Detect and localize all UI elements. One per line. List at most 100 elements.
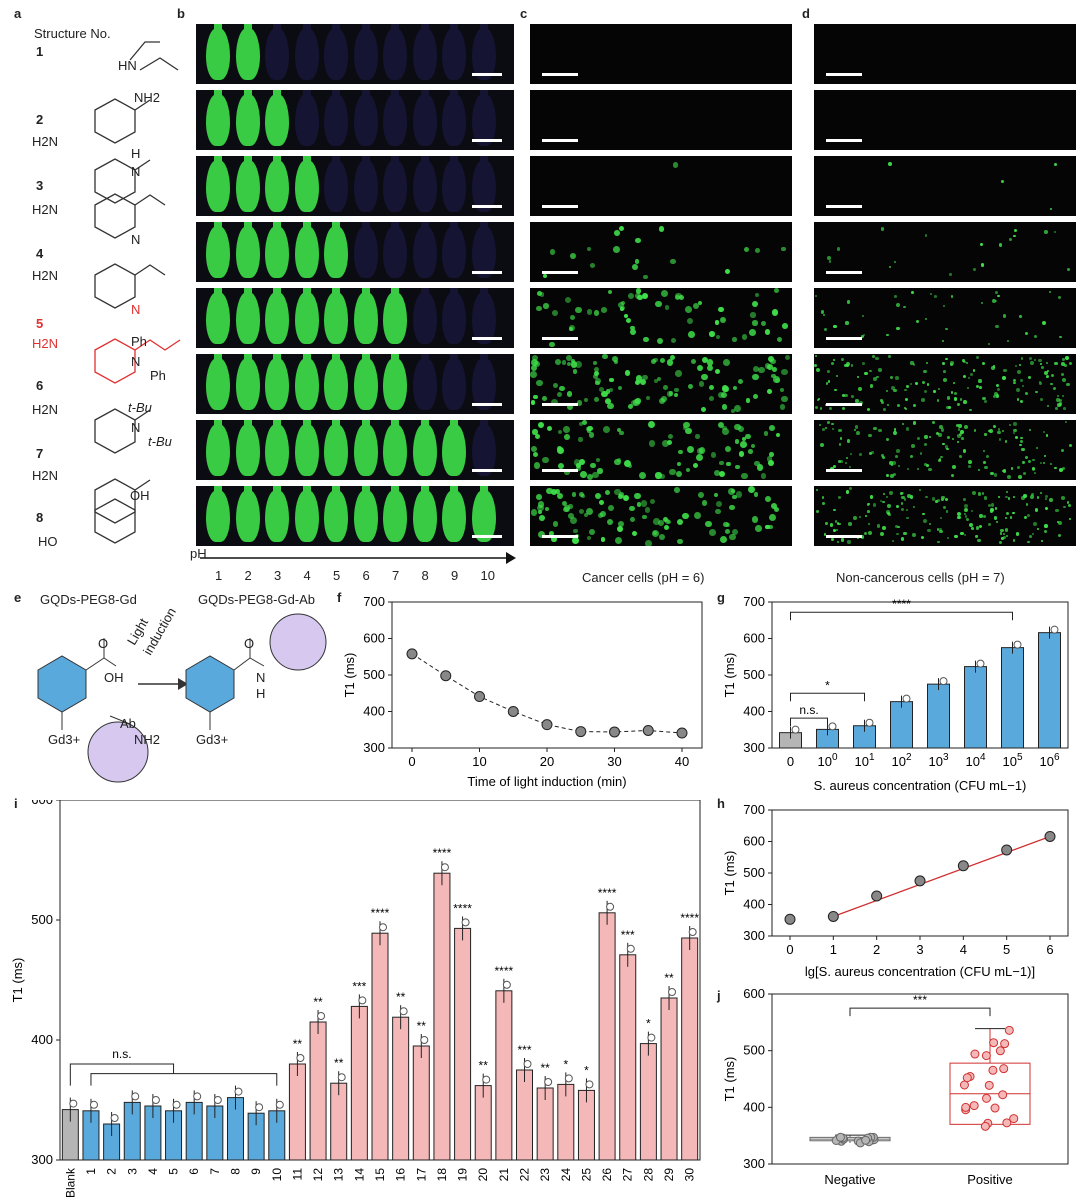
scale-bar — [826, 205, 862, 208]
cell-dot — [568, 504, 573, 509]
cell-dot — [962, 375, 966, 379]
cell-dot — [741, 436, 747, 442]
cell-dot — [771, 309, 779, 316]
cell-dot — [832, 528, 836, 532]
cell-dot — [575, 360, 583, 368]
cell-dot — [1061, 467, 1065, 471]
cell-dot — [575, 466, 581, 472]
cell-dot — [904, 388, 907, 392]
cell-dot — [1044, 455, 1047, 458]
cell-dot — [766, 456, 773, 462]
cell-dot — [1020, 379, 1024, 383]
cell-dot — [606, 518, 614, 526]
cell-dot — [876, 375, 880, 379]
cell-dot — [939, 529, 943, 533]
cell-dot — [882, 500, 885, 504]
cell-dot — [537, 504, 545, 512]
cell-dot — [659, 534, 666, 541]
cell-dot — [1045, 495, 1048, 499]
cell-dot — [997, 430, 1001, 435]
cell-dot — [555, 358, 562, 365]
cell-dot — [829, 523, 834, 527]
chart-j-point — [995, 1046, 1005, 1056]
cell-dot — [942, 442, 945, 446]
cell-dot — [655, 300, 662, 307]
chart-h-point — [1044, 830, 1056, 842]
cell-dot — [617, 521, 625, 528]
chart-i-point — [420, 1036, 429, 1044]
cell-dot — [938, 459, 942, 463]
chart-i-point — [110, 1114, 119, 1122]
chart-i-xtick-label: 20 — [476, 1168, 490, 1182]
chart-i-bar — [371, 932, 389, 1161]
cell-dot — [595, 457, 601, 463]
cell-dot — [741, 334, 748, 340]
cell-dot — [853, 516, 858, 520]
cell-dot — [701, 373, 709, 381]
chart-h-point — [914, 875, 926, 887]
chart-j-frame — [771, 993, 1069, 1165]
cell-dot — [1050, 382, 1053, 386]
cell-dot — [1005, 491, 1008, 494]
cell-dot — [734, 423, 741, 431]
cell-dot — [726, 461, 731, 466]
chart-i-xtick-label: Blank — [63, 1167, 77, 1198]
chart-i-bar — [350, 1005, 368, 1161]
cell-dot — [1033, 358, 1037, 362]
scale-bar — [542, 205, 578, 208]
flask — [412, 354, 437, 410]
cell-dot — [1050, 207, 1053, 210]
scheme-gd-right: Gd3+ — [196, 732, 229, 747]
cell-dot — [967, 376, 971, 380]
chart-i-xtick-label: 5 — [167, 1168, 181, 1175]
cell-dot — [838, 428, 842, 433]
scale-bar — [472, 73, 502, 76]
cell-dot — [601, 306, 607, 313]
cell-dot — [622, 494, 630, 502]
flask — [235, 420, 260, 476]
chart-i-star: ** — [479, 1059, 489, 1073]
ph-tick-label: 9 — [451, 568, 459, 583]
cell-dot — [735, 490, 743, 498]
cell-dot — [676, 519, 683, 526]
chart-h-frame — [771, 809, 1069, 937]
cell-dot — [1015, 364, 1018, 367]
chart-g-bar — [1038, 632, 1061, 749]
flask — [324, 24, 348, 80]
cell-dot — [576, 400, 583, 406]
structure-6-ph2: Ph — [150, 368, 166, 383]
cell-dot — [725, 269, 731, 274]
cell-dot — [725, 446, 732, 453]
cell-dot — [913, 403, 917, 407]
chart-h-ytick-label: 300 — [743, 928, 765, 943]
cell-dot — [1002, 536, 1006, 540]
cell-dot — [1035, 391, 1038, 394]
cell-dot — [720, 536, 728, 544]
cell-dot — [950, 294, 954, 298]
cell-dot — [965, 518, 969, 522]
cell-dot — [827, 380, 831, 383]
structure-4-h2n: H2N — [32, 268, 59, 283]
cell-dot — [885, 473, 890, 478]
cancer-cell-image-8 — [530, 486, 792, 546]
chart-i-xtick-label: 13 — [332, 1168, 346, 1182]
chart-i-ns-bracket-bottom — [90, 1073, 278, 1086]
cell-dot — [980, 263, 985, 268]
flask — [471, 156, 496, 212]
cell-dot — [924, 318, 927, 321]
flask — [471, 222, 496, 278]
cell-dot — [556, 445, 562, 452]
flask — [412, 486, 437, 542]
scheme-ab: Ab — [120, 716, 136, 731]
chart-j-point — [969, 1101, 979, 1111]
flask — [383, 288, 407, 344]
chart-j-point — [1000, 1039, 1010, 1049]
cell-dot — [617, 526, 624, 533]
cell-dot — [605, 398, 611, 405]
cell-dot — [926, 361, 929, 365]
cell-dot — [992, 394, 997, 398]
flask — [353, 420, 378, 476]
cell-dot — [907, 494, 911, 498]
scheme-nh2: NH2 — [134, 732, 161, 747]
cell-dot — [984, 399, 988, 403]
